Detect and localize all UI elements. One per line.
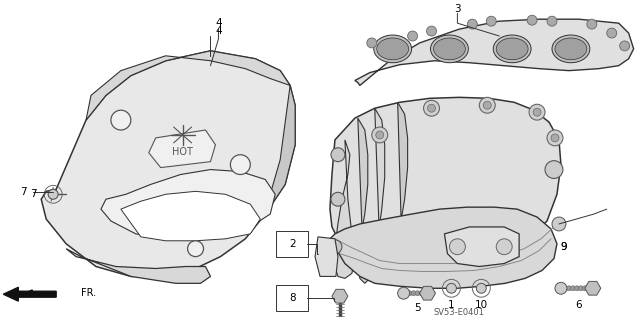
Circle shape xyxy=(331,148,345,162)
Circle shape xyxy=(533,108,541,116)
Ellipse shape xyxy=(496,38,528,60)
Circle shape xyxy=(188,241,204,256)
Text: 7: 7 xyxy=(30,189,36,199)
Text: 4: 4 xyxy=(215,26,221,36)
Polygon shape xyxy=(355,19,634,85)
Circle shape xyxy=(426,26,436,36)
Circle shape xyxy=(574,286,579,291)
Polygon shape xyxy=(121,191,260,241)
Ellipse shape xyxy=(374,35,412,63)
Circle shape xyxy=(586,286,591,291)
Text: SV53-E0401: SV53-E0401 xyxy=(434,308,485,316)
Text: 10: 10 xyxy=(475,300,488,310)
Circle shape xyxy=(555,282,567,294)
Circle shape xyxy=(486,16,496,26)
Polygon shape xyxy=(265,85,295,214)
Text: 2: 2 xyxy=(289,239,296,249)
Circle shape xyxy=(48,189,58,199)
Text: 5: 5 xyxy=(414,303,421,313)
Circle shape xyxy=(582,286,588,291)
Circle shape xyxy=(587,19,596,29)
Circle shape xyxy=(367,38,377,48)
Polygon shape xyxy=(358,118,370,283)
Circle shape xyxy=(570,286,575,291)
Text: 6: 6 xyxy=(575,300,582,310)
Ellipse shape xyxy=(493,35,531,63)
Polygon shape xyxy=(332,289,348,303)
Polygon shape xyxy=(375,108,385,280)
Circle shape xyxy=(579,286,583,291)
Circle shape xyxy=(397,287,410,299)
Circle shape xyxy=(419,291,424,296)
FancyArrow shape xyxy=(3,287,56,301)
Circle shape xyxy=(424,100,440,116)
Polygon shape xyxy=(335,140,355,278)
Circle shape xyxy=(372,127,388,143)
Text: 9: 9 xyxy=(561,242,567,252)
Circle shape xyxy=(483,101,492,109)
Text: 7: 7 xyxy=(20,187,27,197)
Text: FR.: FR. xyxy=(81,288,96,298)
Circle shape xyxy=(449,239,465,255)
Ellipse shape xyxy=(552,35,590,63)
Circle shape xyxy=(411,291,416,296)
Circle shape xyxy=(527,15,537,25)
Polygon shape xyxy=(86,51,290,120)
Circle shape xyxy=(529,104,545,120)
Circle shape xyxy=(447,283,456,293)
Circle shape xyxy=(408,31,417,41)
Text: 9: 9 xyxy=(561,242,567,252)
Polygon shape xyxy=(315,237,338,276)
Polygon shape xyxy=(397,102,408,273)
Circle shape xyxy=(331,192,345,206)
Circle shape xyxy=(607,28,617,38)
Circle shape xyxy=(547,130,563,146)
Circle shape xyxy=(620,41,630,51)
Circle shape xyxy=(230,155,250,174)
Circle shape xyxy=(566,286,572,291)
Polygon shape xyxy=(66,249,211,283)
Circle shape xyxy=(467,19,477,29)
Circle shape xyxy=(547,16,557,26)
Circle shape xyxy=(111,110,131,130)
Circle shape xyxy=(496,239,512,255)
Ellipse shape xyxy=(433,38,465,60)
Circle shape xyxy=(479,97,495,113)
Text: 3: 3 xyxy=(454,4,461,14)
Circle shape xyxy=(335,291,345,301)
Ellipse shape xyxy=(431,35,468,63)
Circle shape xyxy=(428,104,435,112)
Polygon shape xyxy=(585,281,601,295)
Text: 8: 8 xyxy=(289,293,296,303)
Text: HOT: HOT xyxy=(172,147,193,157)
Text: 1: 1 xyxy=(448,300,455,310)
Ellipse shape xyxy=(377,38,408,60)
Circle shape xyxy=(376,131,384,139)
Circle shape xyxy=(552,217,566,231)
Circle shape xyxy=(415,291,420,296)
Circle shape xyxy=(328,240,342,254)
Polygon shape xyxy=(444,227,519,266)
Circle shape xyxy=(423,291,428,296)
Ellipse shape xyxy=(555,38,587,60)
Polygon shape xyxy=(41,51,295,276)
Polygon shape xyxy=(101,170,275,239)
Polygon shape xyxy=(148,130,216,167)
Text: 4: 4 xyxy=(215,18,221,28)
Polygon shape xyxy=(328,207,557,288)
Polygon shape xyxy=(330,97,561,259)
Polygon shape xyxy=(420,286,435,300)
Circle shape xyxy=(545,161,563,178)
Circle shape xyxy=(407,291,412,296)
Circle shape xyxy=(551,134,559,142)
Circle shape xyxy=(476,283,486,293)
